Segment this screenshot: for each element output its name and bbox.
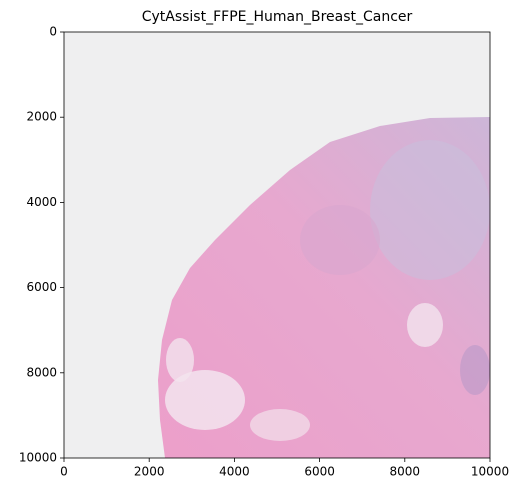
- x-tick-label: 8000: [390, 465, 421, 479]
- y-tick-label: 4000: [26, 195, 57, 209]
- y-tick-label: 2000: [26, 110, 57, 124]
- tissue-region: [370, 140, 490, 280]
- x-tick-label: 2000: [134, 465, 165, 479]
- tissue-region: [300, 205, 380, 275]
- axes-frame: [63, 31, 491, 459]
- fat-region: [250, 409, 310, 441]
- fat-region: [407, 303, 443, 347]
- x-tick-label: 10000: [471, 465, 509, 479]
- x-tick-label: 4000: [219, 465, 250, 479]
- y-tick-label: 8000: [26, 365, 57, 379]
- y-tick-label: 10000: [19, 451, 57, 465]
- y-tick-label: 0: [49, 25, 57, 39]
- tissue-region: [460, 345, 490, 395]
- chart-title: CytAssist_FFPE_Human_Breast_Cancer: [142, 9, 413, 25]
- y-tick-label: 6000: [26, 280, 57, 294]
- fat-region: [166, 338, 194, 382]
- x-tick-label: 0: [60, 465, 68, 479]
- fat-region: [165, 370, 245, 430]
- x-tick-label: 6000: [304, 465, 335, 479]
- image: [64, 32, 490, 458]
